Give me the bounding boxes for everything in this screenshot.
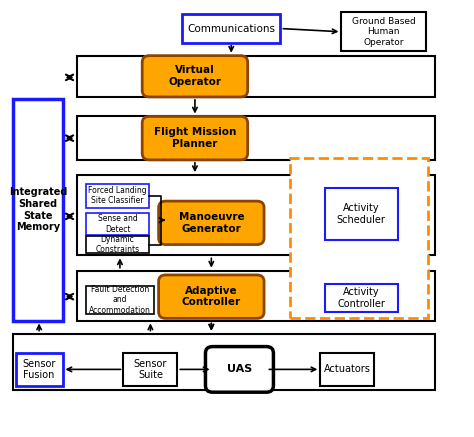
Text: Adaptive
Controller: Adaptive Controller	[182, 286, 241, 308]
FancyBboxPatch shape	[325, 188, 398, 240]
FancyBboxPatch shape	[142, 55, 247, 97]
Text: Forced Landing
Site Classifier: Forced Landing Site Classifier	[88, 186, 147, 205]
FancyBboxPatch shape	[77, 55, 435, 97]
FancyBboxPatch shape	[13, 99, 63, 321]
Text: Ground Based
Human
Operator: Ground Based Human Operator	[352, 17, 415, 47]
FancyBboxPatch shape	[205, 347, 273, 392]
FancyBboxPatch shape	[13, 333, 435, 390]
Text: Virtual
Operator: Virtual Operator	[168, 66, 221, 87]
FancyBboxPatch shape	[86, 286, 154, 314]
Text: Flight Mission
Planner: Flight Mission Planner	[154, 127, 236, 149]
FancyBboxPatch shape	[86, 184, 149, 208]
FancyBboxPatch shape	[159, 201, 264, 245]
Text: Sensor
Fusion: Sensor Fusion	[22, 359, 56, 380]
FancyBboxPatch shape	[325, 284, 398, 312]
FancyBboxPatch shape	[341, 12, 426, 51]
FancyBboxPatch shape	[86, 213, 149, 235]
Text: Activity
Scheduler: Activity Scheduler	[337, 203, 386, 225]
FancyBboxPatch shape	[142, 116, 247, 160]
FancyBboxPatch shape	[77, 271, 435, 321]
Text: Fault Detection
and
Accommodation: Fault Detection and Accommodation	[89, 285, 151, 315]
Text: Dynamic
Constraints: Dynamic Constraints	[96, 235, 140, 254]
FancyBboxPatch shape	[77, 116, 435, 160]
FancyBboxPatch shape	[86, 236, 149, 253]
Text: UAS: UAS	[227, 364, 252, 375]
Text: Manoeuvre
Generator: Manoeuvre Generator	[179, 212, 244, 234]
FancyBboxPatch shape	[182, 14, 281, 43]
Text: Actuators: Actuators	[324, 364, 371, 375]
FancyBboxPatch shape	[16, 353, 63, 386]
Text: Activity
Controller: Activity Controller	[337, 287, 385, 309]
FancyBboxPatch shape	[123, 353, 177, 386]
Text: Integrated
Shared
State
Memory: Integrated Shared State Memory	[9, 187, 67, 232]
FancyBboxPatch shape	[320, 353, 374, 386]
Text: Sensor
Suite: Sensor Suite	[134, 359, 167, 380]
FancyBboxPatch shape	[159, 275, 264, 319]
FancyBboxPatch shape	[290, 158, 428, 319]
Text: Sense and
Detect: Sense and Detect	[98, 215, 137, 234]
Text: Communications: Communications	[187, 24, 275, 34]
FancyBboxPatch shape	[77, 175, 435, 255]
